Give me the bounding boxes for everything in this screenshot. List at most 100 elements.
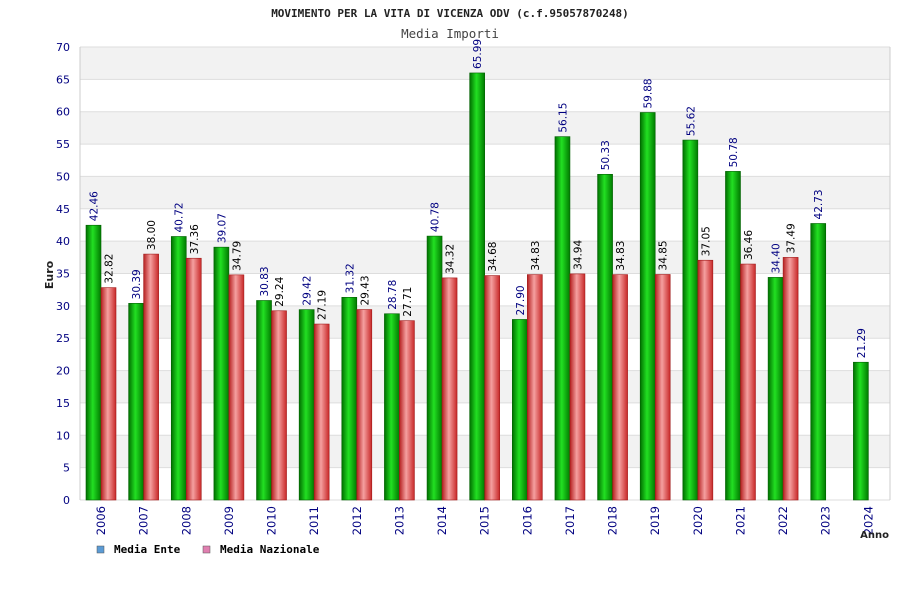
x-tick-label: 2008	[179, 506, 193, 535]
data-label-media-ente: 40.72	[174, 202, 186, 232]
bar-media-ente	[767, 277, 784, 501]
bar-media-nazionale	[527, 274, 543, 501]
y-tick-label: 50	[56, 170, 70, 183]
chart-title: MOVIMENTO PER LA VITA DI VICENZA ODV (c.…	[271, 7, 629, 20]
bar-media-ente	[128, 303, 144, 501]
bar-media-nazionale	[356, 309, 373, 501]
bar-media-ente	[256, 300, 272, 501]
y-tick-label: 15	[56, 397, 70, 410]
data-label-media-ente: 29.42	[302, 276, 314, 306]
x-tick-label: 2023	[819, 506, 833, 535]
legend-swatch	[202, 545, 211, 554]
bar-media-nazionale	[697, 259, 714, 501]
data-label-media-nazionale: 32.82	[104, 254, 116, 284]
data-label-media-nazionale: 36.46	[743, 230, 755, 260]
data-label-media-nazionale: 37.49	[786, 223, 798, 253]
bar-media-ente	[170, 236, 187, 501]
data-label-media-nazionale: 34.68	[487, 242, 499, 272]
y-tick-label: 5	[63, 462, 70, 475]
grid-band	[80, 176, 890, 209]
data-label-media-ente: 31.32	[344, 263, 356, 293]
y-tick-label: 70	[56, 41, 70, 54]
bar-media-nazionale	[185, 257, 202, 501]
bar-media-ente	[554, 136, 571, 501]
x-tick-label: 2021	[733, 506, 747, 535]
bar-media-nazionale	[654, 274, 671, 501]
legend-label: Media Ente	[114, 543, 181, 556]
bar-media-nazionale	[612, 274, 628, 501]
data-label-media-nazionale: 37.05	[700, 226, 712, 256]
x-tick-label: 2016	[520, 506, 534, 535]
x-axis-label: Anno	[860, 530, 889, 541]
x-tick-label: 2022	[776, 506, 790, 535]
grid-band	[80, 111, 890, 145]
bar-media-ente	[810, 223, 827, 501]
data-label-media-ente: 34.40	[771, 243, 783, 273]
y-tick-label: 25	[56, 332, 70, 345]
x-tick-label: 2019	[648, 506, 662, 535]
data-label-media-nazionale: 29.43	[359, 275, 371, 305]
y-tick-label: 10	[56, 429, 70, 442]
data-label-media-nazionale: 29.24	[274, 276, 286, 306]
bar-media-ente	[298, 309, 315, 501]
y-axis-label: Euro	[43, 260, 56, 289]
data-label-media-ente: 28.78	[387, 280, 399, 310]
x-tick-label: 2009	[222, 506, 236, 535]
grid-band	[80, 208, 890, 242]
x-tick-label: 2012	[350, 506, 364, 535]
bar-media-ente	[85, 224, 102, 501]
data-label-media-nazionale: 37.36	[189, 224, 201, 254]
bar-media-nazionale	[271, 310, 287, 501]
x-tick-label: 2017	[563, 506, 577, 535]
data-label-media-ente: 40.78	[430, 202, 442, 232]
x-tick-label: 2015	[478, 506, 492, 535]
data-label-media-ente: 65.99	[472, 39, 484, 69]
bar-media-nazionale	[569, 273, 586, 501]
data-label-media-ente: 59.88	[643, 78, 655, 108]
chart-subtitle: Media Importi	[401, 26, 499, 41]
bar-media-ente	[512, 319, 528, 501]
data-label-media-ente: 21.29	[856, 328, 868, 358]
y-tick-label: 55	[56, 138, 70, 151]
data-label-media-ente: 55.62	[685, 106, 697, 136]
y-tick-label: 20	[56, 365, 70, 378]
bar-media-ente	[341, 297, 358, 501]
bar-media-nazionale	[399, 320, 415, 501]
y-tick-label: 65	[56, 73, 70, 86]
data-label-media-ente: 27.90	[515, 285, 527, 315]
data-label-media-ente: 30.83	[259, 266, 271, 296]
bar-media-ente	[426, 235, 443, 501]
data-label-media-nazionale: 38.00	[146, 220, 158, 250]
data-label-media-ente: 50.78	[728, 137, 740, 167]
bars	[85, 72, 869, 501]
data-label-media-nazionale: 34.79	[231, 241, 243, 271]
bar-media-nazionale	[313, 323, 330, 501]
bar-media-ente	[469, 72, 485, 501]
data-label-media-nazionale: 34.83	[615, 241, 627, 271]
data-label-media-nazionale: 34.83	[530, 241, 542, 271]
x-tick-label: 2020	[691, 506, 705, 535]
x-tick-label: 2006	[94, 506, 108, 535]
data-label-media-ente: 39.07	[216, 213, 228, 243]
x-tick-label: 2007	[137, 506, 151, 535]
data-label-media-ente: 30.39	[131, 269, 143, 299]
bar-media-ente	[639, 112, 656, 501]
bar-media-nazionale	[228, 274, 245, 501]
bar-media-ente	[384, 313, 400, 501]
data-label-media-nazionale: 27.19	[317, 290, 329, 320]
bar-media-ente	[213, 246, 230, 501]
bar-media-nazionale	[143, 253, 159, 501]
y-axis-ticks: 0 5 10 15 20 25 30 35 40 45 50 55 60 65 70	[56, 41, 70, 507]
bar-media-nazionale	[740, 263, 756, 501]
y-tick-label: 45	[56, 203, 70, 216]
legend-swatch	[96, 545, 105, 554]
data-label-media-ente: 42.73	[813, 189, 825, 219]
data-label-media-ente: 42.46	[89, 191, 101, 221]
y-tick-label: 35	[56, 268, 70, 281]
data-label-media-nazionale: 27.71	[402, 287, 414, 317]
data-label-media-ente: 56.15	[557, 103, 569, 133]
grid-band	[80, 144, 890, 177]
bar-media-ente	[725, 171, 741, 501]
